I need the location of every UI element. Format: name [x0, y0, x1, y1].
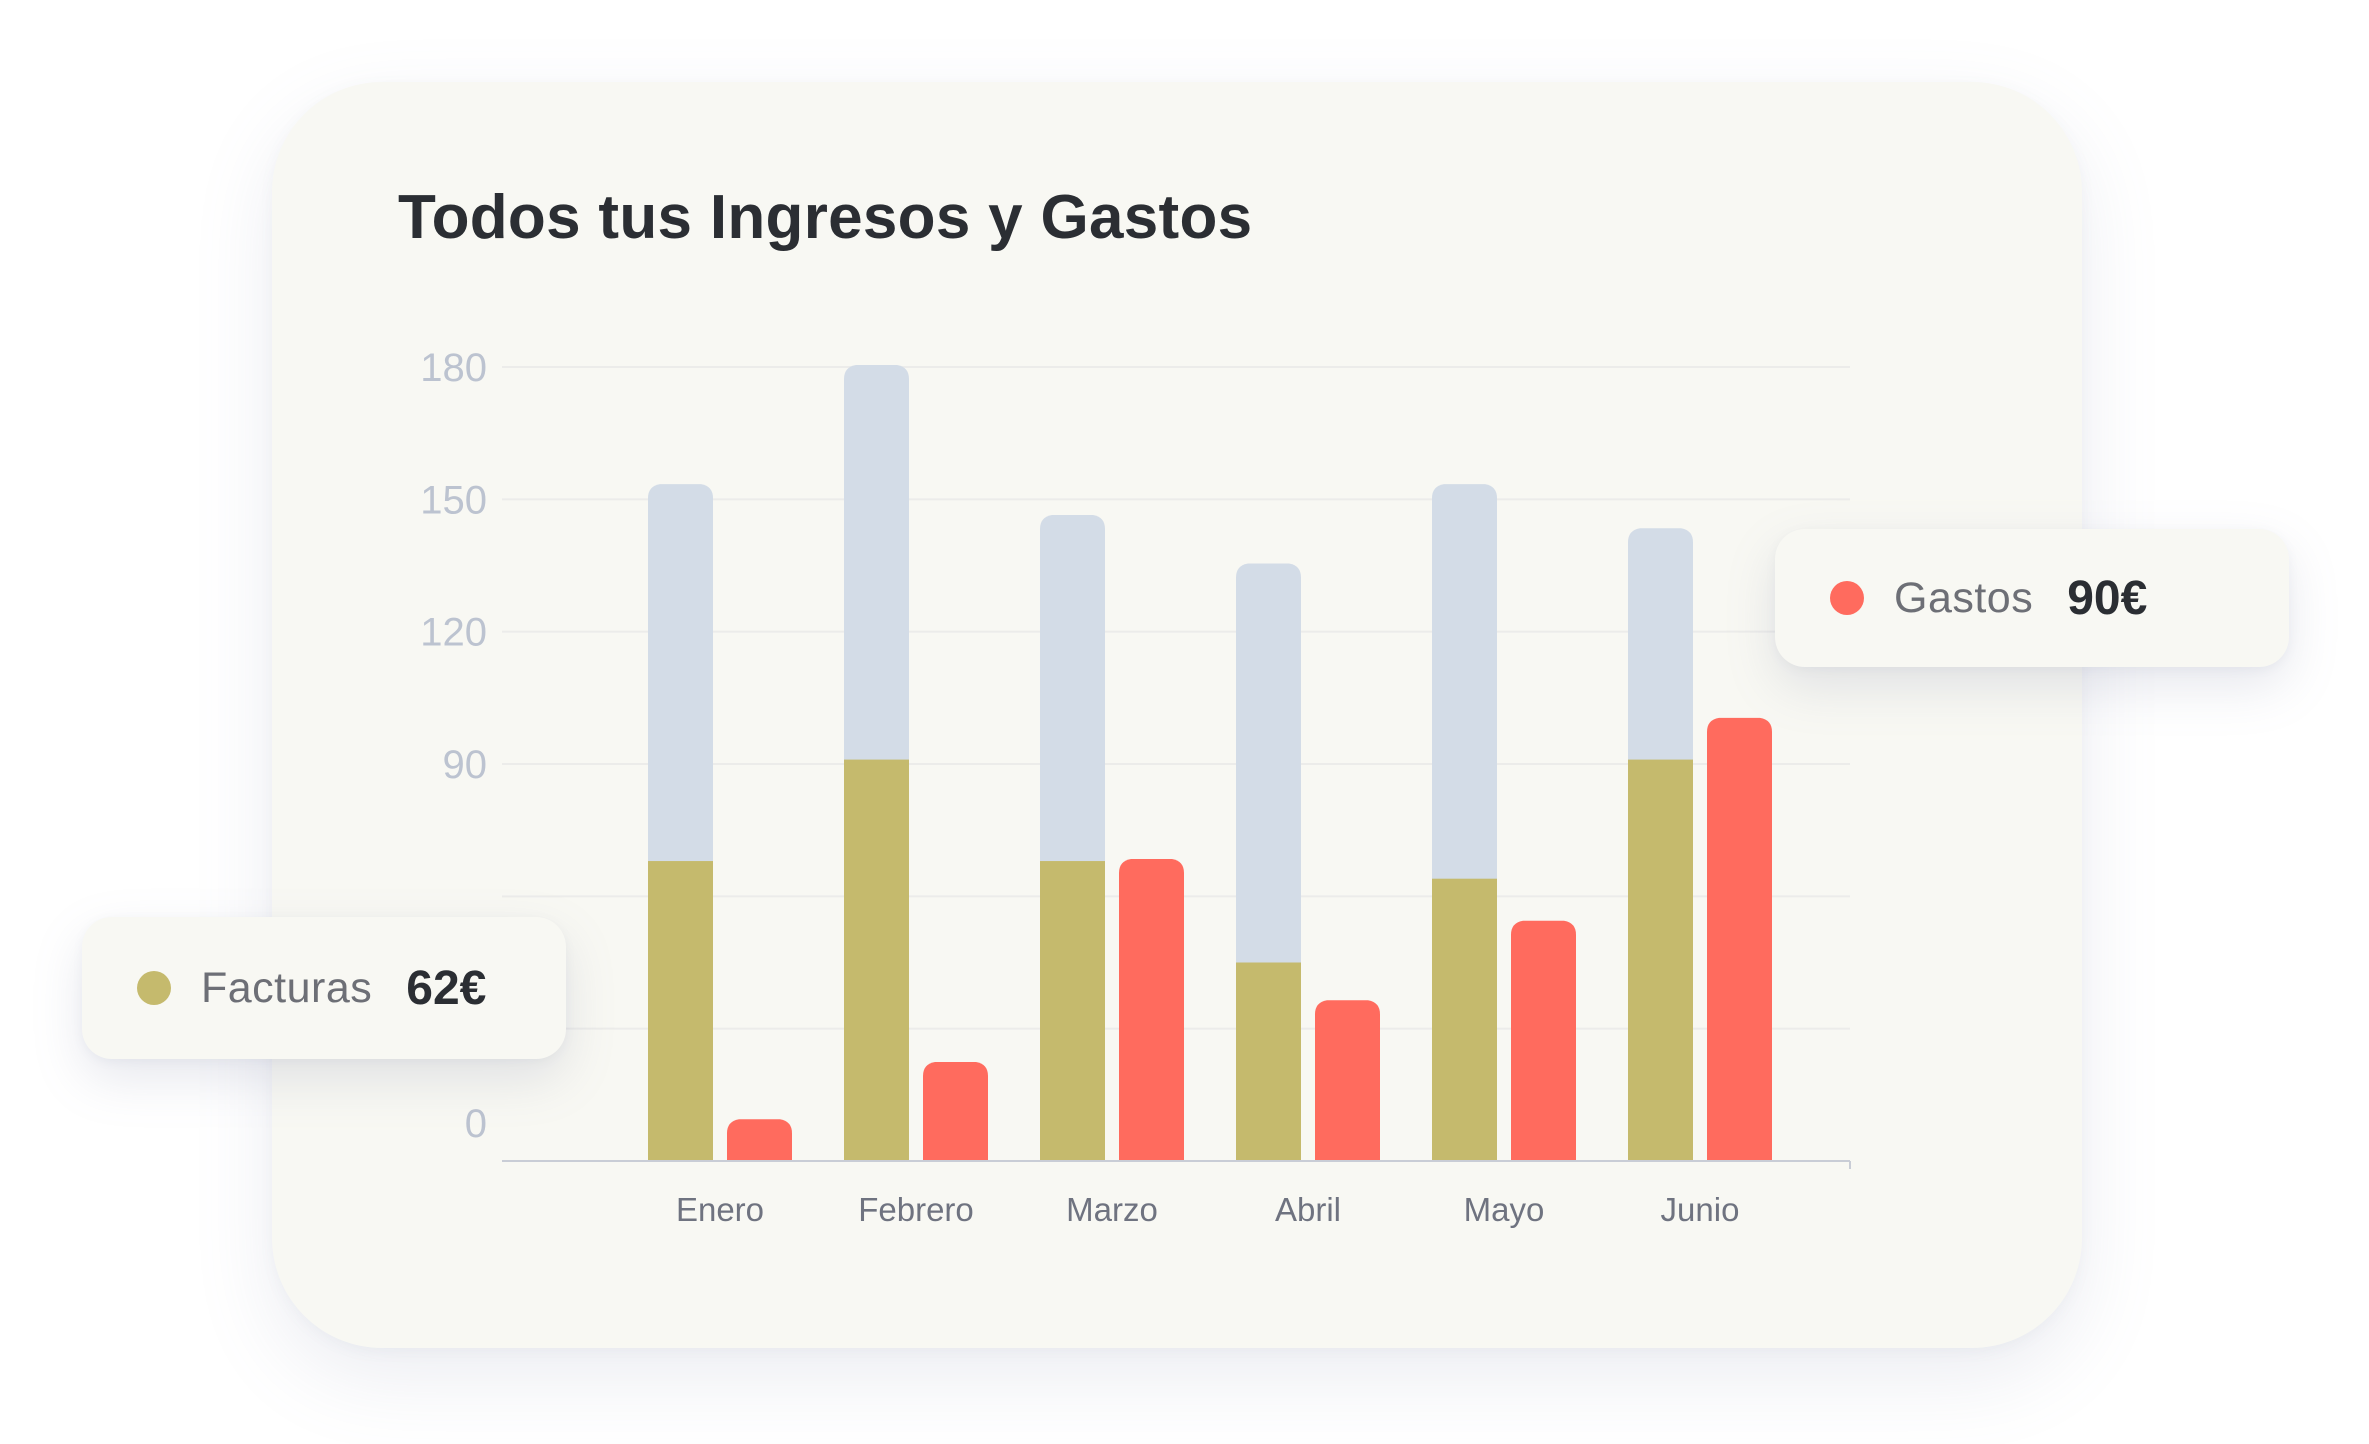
gastos-label: Gastos: [1894, 573, 2034, 622]
x-tick-label: Febrero: [858, 1191, 974, 1228]
facturas-dot-icon: [137, 971, 171, 1005]
facturas-value: 62€: [406, 961, 487, 1015]
y-tick-label: 180: [420, 346, 487, 390]
legend-card-facturas: Facturas 62€: [82, 917, 566, 1059]
y-axis: 0 90 120 150 180: [420, 346, 487, 1146]
bar-facturas-marzo: [1040, 861, 1105, 1161]
bar-facturas-junio: [1628, 759, 1693, 1161]
bar-gastos-abril: [1315, 1000, 1380, 1161]
y-tick-label: 0: [465, 1102, 487, 1146]
x-tick-label: Marzo: [1066, 1191, 1158, 1228]
x-tick-label: Mayo: [1464, 1191, 1545, 1228]
bars: [648, 365, 1772, 1162]
bar-gastos-enero: [727, 1119, 792, 1161]
y-tick-label: 90: [443, 743, 488, 787]
gastos-dot-icon: [1830, 581, 1864, 615]
x-tick-label: Junio: [1661, 1191, 1740, 1228]
x-tick-label: Abril: [1275, 1191, 1341, 1228]
x-axis: Enero Febrero Marzo Abril Mayo Junio: [502, 1160, 1851, 1228]
bar-facturas-enero: [648, 861, 713, 1161]
bar-facturas-mayo: [1432, 878, 1497, 1161]
bar-facturas-febrero: [844, 759, 909, 1161]
chart-title: Todos tus Ingresos y Gastos: [398, 183, 1253, 252]
x-tick-label: Enero: [676, 1191, 764, 1228]
y-tick-label: 120: [420, 611, 487, 655]
bar-gastos-mayo: [1511, 920, 1576, 1161]
bar-gastos-febrero: [923, 1061, 988, 1161]
gastos-value: 90€: [2067, 571, 2148, 625]
bar-gastos-marzo: [1119, 859, 1184, 1161]
bar-facturas-abril: [1236, 962, 1301, 1161]
y-tick-label: 150: [420, 478, 487, 522]
facturas-label: Facturas: [201, 963, 373, 1012]
bar-gastos-junio: [1707, 717, 1772, 1161]
legend-card-gastos: Gastos 90€: [1775, 529, 2289, 667]
